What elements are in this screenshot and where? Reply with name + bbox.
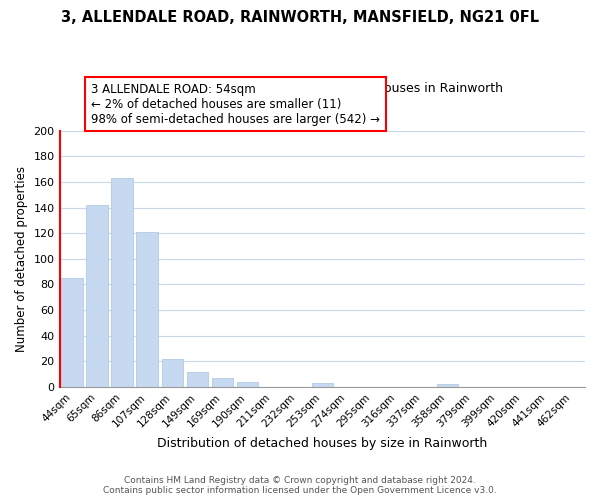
Y-axis label: Number of detached properties: Number of detached properties <box>15 166 28 352</box>
Bar <box>187 372 208 387</box>
Bar <box>437 384 458 387</box>
Bar <box>61 278 83 387</box>
Bar <box>212 378 233 387</box>
Bar <box>86 205 108 387</box>
X-axis label: Distribution of detached houses by size in Rainworth: Distribution of detached houses by size … <box>157 437 487 450</box>
Text: 3 ALLENDALE ROAD: 54sqm
← 2% of detached houses are smaller (11)
98% of semi-det: 3 ALLENDALE ROAD: 54sqm ← 2% of detached… <box>91 82 380 126</box>
Bar <box>112 178 133 387</box>
Bar <box>161 359 183 387</box>
Bar <box>236 382 258 387</box>
Bar <box>136 232 158 387</box>
Text: 3, ALLENDALE ROAD, RAINWORTH, MANSFIELD, NG21 0FL: 3, ALLENDALE ROAD, RAINWORTH, MANSFIELD,… <box>61 10 539 25</box>
Title: Size of property relative to detached houses in Rainworth: Size of property relative to detached ho… <box>142 82 503 95</box>
Bar <box>311 383 333 387</box>
Text: Contains HM Land Registry data © Crown copyright and database right 2024.
Contai: Contains HM Land Registry data © Crown c… <box>103 476 497 495</box>
